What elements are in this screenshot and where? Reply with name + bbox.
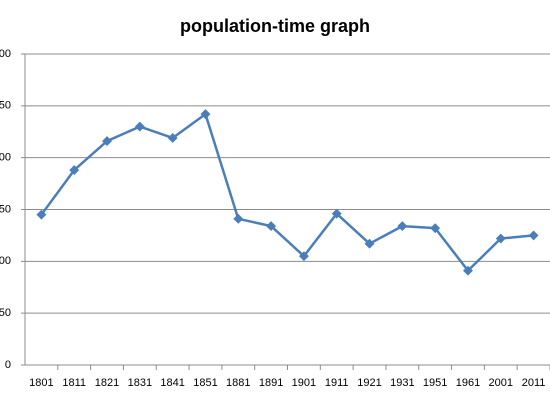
marker bbox=[331, 208, 342, 219]
x-tick-label: 1891 bbox=[259, 377, 283, 389]
marker bbox=[102, 136, 112, 147]
marker bbox=[463, 265, 473, 276]
x-tick-label: 1921 bbox=[357, 377, 381, 389]
marker bbox=[200, 109, 211, 120]
chart-title: population-time graph bbox=[180, 16, 370, 36]
x-tick-label: 1961 bbox=[456, 377, 480, 389]
marker bbox=[364, 238, 375, 249]
marker bbox=[397, 221, 408, 232]
marker bbox=[266, 221, 277, 232]
x-tick-label: 1911 bbox=[325, 377, 349, 389]
marker bbox=[430, 223, 441, 234]
x-tick-label: 1801 bbox=[29, 377, 53, 389]
y-tick-label: 100 bbox=[0, 255, 11, 267]
x-tick-label: 2001 bbox=[489, 377, 513, 389]
marker bbox=[495, 233, 506, 244]
marker bbox=[528, 230, 539, 241]
x-tick-label: 1851 bbox=[193, 377, 217, 389]
x-tick-label: 2011 bbox=[522, 377, 546, 389]
x-tick-label: 1881 bbox=[226, 377, 250, 389]
x-tick-label: 1931 bbox=[390, 377, 414, 389]
y-tick-label: 250 bbox=[0, 100, 11, 112]
y-tick-label: 300 bbox=[0, 48, 11, 60]
x-tick-label: 1951 bbox=[423, 377, 447, 389]
marker bbox=[69, 165, 80, 176]
y-tick-label: 0 bbox=[5, 359, 11, 371]
y-tick-label: 200 bbox=[0, 152, 11, 164]
marker bbox=[36, 209, 47, 220]
x-tick-label: 1841 bbox=[160, 377, 184, 389]
marker bbox=[233, 213, 244, 224]
x-tick-label: 1831 bbox=[128, 377, 152, 389]
y-tick-label: 150 bbox=[0, 203, 11, 215]
marker bbox=[134, 121, 145, 132]
x-tick-label: 1821 bbox=[95, 377, 119, 389]
x-tick-label: 1811 bbox=[62, 377, 86, 389]
y-tick-label: 50 bbox=[0, 307, 11, 319]
x-tick-label: 1901 bbox=[292, 377, 316, 389]
marker bbox=[298, 251, 309, 262]
marker bbox=[167, 133, 178, 143]
line bbox=[40, 112, 534, 272]
